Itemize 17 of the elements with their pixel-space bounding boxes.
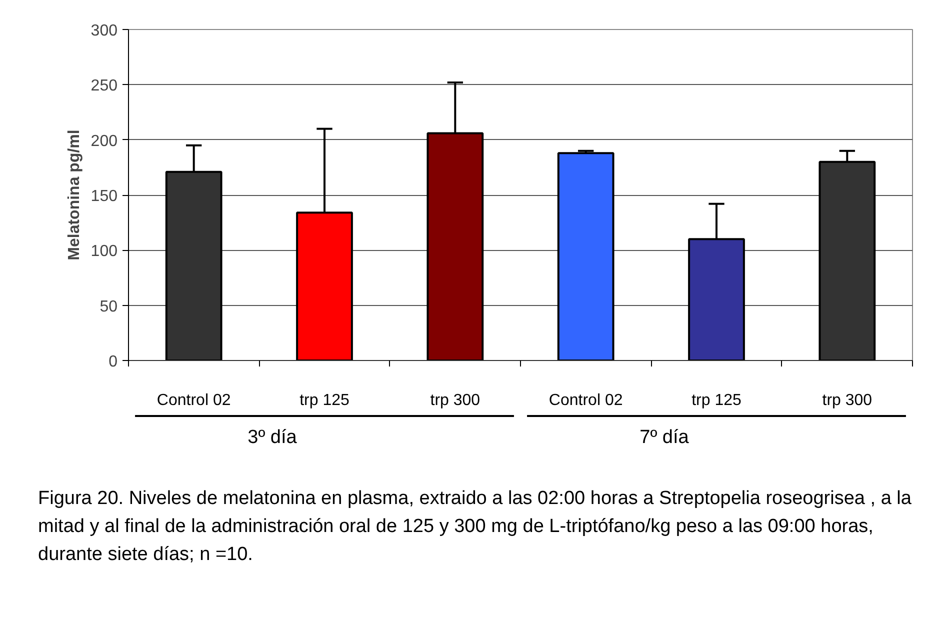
y-axis-title: Melatonina pg/ml: [66, 130, 83, 260]
y-tick-label: 50: [100, 298, 118, 316]
y-tick-label: 250: [90, 78, 118, 95]
text: Figura 20. Niveles de melatonina en plasma, extraido a las 02:00 horas a Streptopelia roseogrisea , a la mitad y al final de la administración oral de 125 y 300 mg de L-triptófano/kg peso a las 09:00 horas, durante siete días; n =10.: [38, 487, 912, 567]
x-tick-label: trp 300: [430, 392, 480, 410]
y-tick-label: 100: [90, 243, 118, 260]
text: 7º día: [640, 426, 690, 448]
y-tick-label: 200: [90, 132, 118, 150]
y-tick-label: 150: [90, 188, 118, 205]
x-tick-label: trp 125: [300, 392, 350, 410]
x-tick-label: trp 125: [692, 392, 742, 410]
text: 3º día: [248, 426, 298, 448]
y-tick-label: 0: [108, 354, 118, 370]
y-tick-label: 300: [90, 22, 118, 40]
x-tick-label: Control 02: [156, 392, 231, 410]
x-tick-label: Control 02: [548, 392, 623, 410]
x-tick-label: trp 300: [822, 392, 872, 410]
